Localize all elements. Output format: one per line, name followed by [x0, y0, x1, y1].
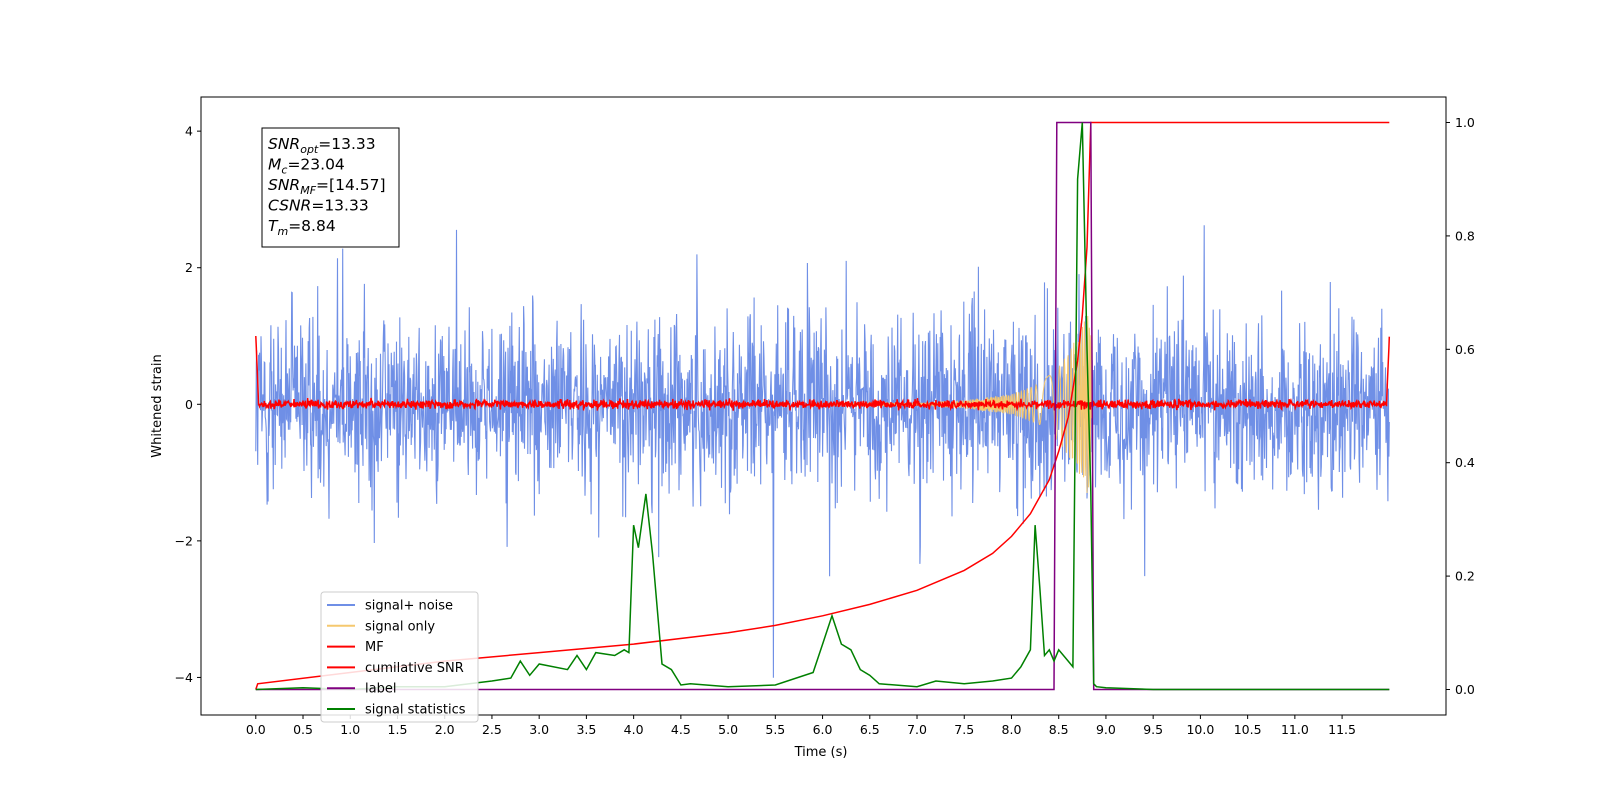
- y-axis-label: Whitened strain: [150, 354, 165, 457]
- series-signal-noise: [255, 225, 1390, 678]
- annotation-line: SNRopt=13.33: [268, 135, 376, 156]
- annotation-frame: [261, 127, 400, 248]
- x-tick-label: 8.5: [1049, 722, 1069, 737]
- annotation-line: Mc=23.04: [268, 156, 345, 177]
- x-tick-label: 4.5: [671, 722, 691, 737]
- series-signal-statistics: [255, 122, 1390, 691]
- x-tick-label: 1.0: [340, 722, 360, 737]
- legend-entry: signal+ noise: [365, 599, 453, 614]
- x-tick-label: 10.0: [1186, 722, 1214, 737]
- y2-tick-label: 0.4: [1455, 455, 1475, 470]
- x-tick-label: 0.5: [293, 722, 313, 737]
- legend-entry: cumilative SNR: [365, 661, 464, 676]
- x-tick-label: 4.0: [624, 722, 644, 737]
- plot-area-frame: [200, 96, 1447, 716]
- x-tick-label: 7.0: [907, 722, 927, 737]
- series-mf: [255, 335, 1391, 412]
- x-tick-label: 8.0: [1002, 722, 1022, 737]
- y-tick-label: −4: [175, 670, 193, 685]
- legend-entry: signal statistics: [365, 703, 466, 718]
- y2-tick-label: 0.8: [1455, 228, 1475, 243]
- x-tick-label: 6.5: [860, 722, 880, 737]
- x-tick-label: 11.5: [1328, 722, 1356, 737]
- x-tick-label: 5.0: [718, 722, 738, 737]
- x-tick-label: 11.0: [1281, 722, 1309, 737]
- y-axis-right: 0.0 0.2 0.4 0.6 0.8 1.0: [1446, 115, 1475, 697]
- x-tick-label: 0.0: [246, 722, 266, 737]
- y-tick-label: −2: [175, 533, 193, 548]
- stats-annotation-box: SNRopt=13.33Mc=23.04SNRMF=[14.57]CSNR=13…: [261, 127, 400, 248]
- y-tick-label: 0: [185, 397, 193, 412]
- x-tick-label: 2.0: [435, 722, 455, 737]
- x-tick-label: 3.5: [576, 722, 596, 737]
- x-axis-label: Time (s): [794, 745, 848, 760]
- y2-tick-label: 1.0: [1455, 115, 1475, 130]
- y-tick-label: 2: [185, 260, 193, 275]
- annotation-line: CSNR=13.33: [268, 197, 369, 215]
- x-tick-label: 6.0: [813, 722, 833, 737]
- y-axis-left: −4 −2 0 2 4: [175, 124, 201, 685]
- x-tick-label: 9.5: [1143, 722, 1163, 737]
- series-cumulative-snr: [255, 121, 1390, 690]
- y2-tick-label: 0.2: [1455, 569, 1475, 584]
- annotation-line: Tm=8.84: [268, 217, 336, 238]
- y-tick-label: 4: [185, 124, 193, 139]
- x-tick-label: 10.5: [1234, 722, 1262, 737]
- x-tick-label: 7.5: [954, 722, 974, 737]
- x-tick-label: 5.5: [765, 722, 785, 737]
- annotation-line: SNRMF=[14.57]: [268, 176, 386, 197]
- x-tick-label: 2.5: [482, 722, 502, 737]
- x-tick-label: 1.5: [388, 722, 408, 737]
- legend: signal+ noise signal only MF cumilative SNR…: [320, 591, 479, 723]
- y2-tick-label: 0.0: [1455, 682, 1475, 697]
- x-axis: 0.0 0.5 1.0 1.5 2.0 2.5 3.0 3.5 4.0 4.5 5.0 5.5 6.0 6…: [246, 715, 1356, 737]
- x-tick-label: 9.0: [1096, 722, 1116, 737]
- x-tick-label: 3.0: [529, 722, 549, 737]
- legend-entry: MF: [365, 640, 384, 655]
- legend-entry: signal only: [365, 619, 435, 634]
- legend-entry: label: [365, 682, 396, 697]
- legend-frame: [320, 591, 479, 723]
- y2-tick-label: 0.6: [1455, 342, 1475, 357]
- series-layer: [255, 121, 1391, 691]
